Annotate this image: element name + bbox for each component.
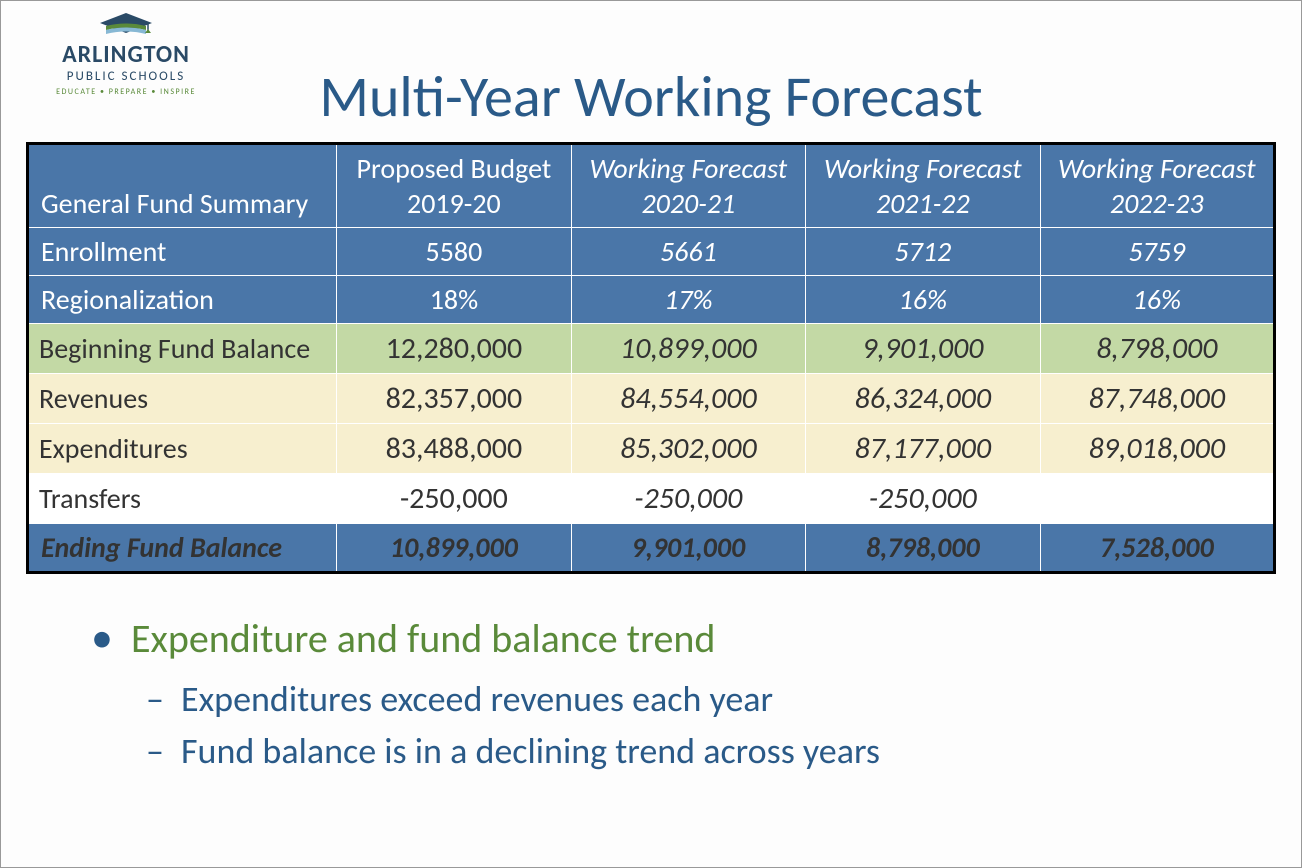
cell-value: 12,280,000 — [337, 324, 571, 374]
subheader-value: 5712 — [806, 228, 1040, 276]
subheader-value: 16% — [1040, 276, 1274, 324]
row-label: Revenues — [28, 374, 337, 424]
row-label: Transfers — [28, 474, 337, 524]
column-header: Working Forecast2022-23 — [1040, 144, 1274, 228]
logo: ARLINGTON PUBLIC SCHOOLS EDUCATE • PREPA… — [41, 11, 211, 97]
ending-balance-label: Ending Fund Balance — [28, 524, 337, 573]
row-label: Beginning Fund Balance — [28, 324, 337, 374]
subheader-value: 18% — [337, 276, 571, 324]
cell-value: 84,554,000 — [571, 374, 805, 424]
subheader-value: 17% — [571, 276, 805, 324]
subheader-label: Regionalization — [28, 276, 337, 324]
cell-value: 85,302,000 — [571, 424, 805, 474]
ending-balance-value: 9,901,000 — [571, 524, 805, 573]
cell-value: 89,018,000 — [1040, 424, 1274, 474]
cell-value: 83,488,000 — [337, 424, 571, 474]
ending-balance-value: 8,798,000 — [806, 524, 1040, 573]
ending-balance-value: 7,528,000 — [1040, 524, 1274, 573]
logo-tagline: EDUCATE • PREPARE • INSPIRE — [41, 87, 211, 97]
cell-value: 87,177,000 — [806, 424, 1040, 474]
cell-value: 10,899,000 — [571, 324, 805, 374]
bullet-sub: Expenditures exceed revenues each year — [91, 677, 1281, 721]
forecast-table: General Fund SummaryProposed Budget2019-… — [26, 142, 1276, 574]
slide: ARLINGTON PUBLIC SCHOOLS EDUCATE • PREPA… — [1, 1, 1301, 867]
cell-value: 86,324,000 — [806, 374, 1040, 424]
cell-value — [1040, 474, 1274, 524]
subheader-value: 5580 — [337, 228, 571, 276]
subheader-value: 5759 — [1040, 228, 1274, 276]
column-header: Proposed Budget2019-20 — [337, 144, 571, 228]
column-header: Working Forecast2020-21 — [571, 144, 805, 228]
logo-name: ARLINGTON — [41, 43, 211, 67]
cell-value: -250,000 — [806, 474, 1040, 524]
column-header: Working Forecast2021-22 — [806, 144, 1040, 228]
logo-subtitle: PUBLIC SCHOOLS — [41, 69, 211, 85]
row-label: Expenditures — [28, 424, 337, 474]
logo-cap-icon — [96, 11, 156, 39]
cell-value: 87,748,000 — [1040, 374, 1274, 424]
bullet-list: Expenditure and fund balance trend Expen… — [91, 614, 1281, 773]
bullet-main: Expenditure and fund balance trend — [91, 614, 1281, 663]
bullet-sub: Fund balance is in a declining trend acr… — [91, 729, 1281, 773]
ending-balance-value: 10,899,000 — [337, 524, 571, 573]
cell-value: 9,901,000 — [806, 324, 1040, 374]
cell-value: -250,000 — [337, 474, 571, 524]
cell-value: 8,798,000 — [1040, 324, 1274, 374]
subheader-label: Enrollment — [28, 228, 337, 276]
table-corner: General Fund Summary — [28, 144, 337, 228]
subheader-value: 5661 — [571, 228, 805, 276]
cell-value: -250,000 — [571, 474, 805, 524]
subheader-value: 16% — [806, 276, 1040, 324]
cell-value: 82,357,000 — [337, 374, 571, 424]
